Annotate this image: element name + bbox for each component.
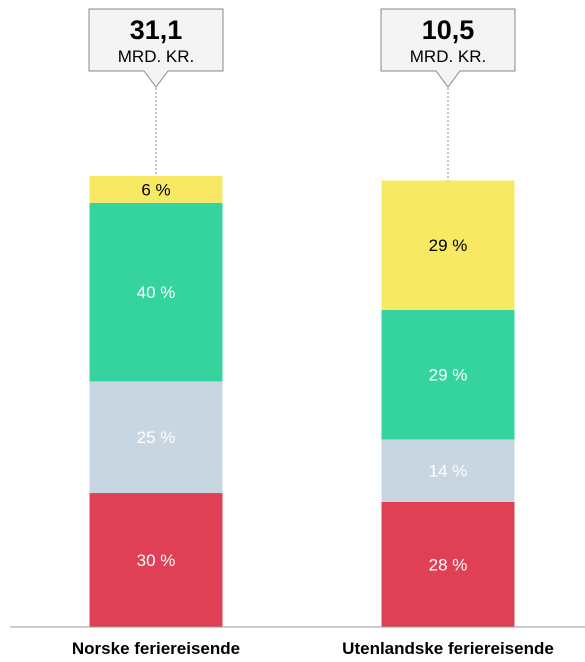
- total-unit: MRD. KR.: [410, 47, 487, 66]
- bar-segment-1-2: [381, 309, 515, 440]
- segment-label: 28 %: [429, 555, 468, 574]
- segment-label: 29 %: [429, 366, 468, 385]
- bar-segment-0-0: [89, 493, 223, 627]
- bar-segment-1-0: [381, 501, 515, 627]
- bar-segment-0-2: [89, 202, 223, 382]
- segment-label: 14 %: [429, 462, 468, 481]
- segment-label: 40 %: [137, 283, 176, 302]
- bar-segment-1-1: [381, 439, 515, 502]
- bar-segment-0-1: [89, 381, 223, 494]
- total-unit: MRD. KR.: [118, 47, 195, 66]
- category-label: Utenlandske feriereisende: [342, 639, 554, 658]
- total-callout-box: [380, 8, 516, 88]
- bar-segment-1-3: [381, 180, 515, 310]
- segment-label: 25 %: [137, 428, 176, 447]
- total-value: 10,5: [422, 15, 475, 45]
- segment-label: 30 %: [137, 551, 176, 570]
- segment-label: 6 %: [141, 180, 170, 199]
- category-label: Norske feriereisende: [72, 639, 240, 658]
- segment-label: 29 %: [429, 236, 468, 255]
- total-callout-box: [88, 8, 224, 88]
- bar-segment-0-3: [89, 176, 223, 203]
- total-value: 31,1: [130, 15, 183, 45]
